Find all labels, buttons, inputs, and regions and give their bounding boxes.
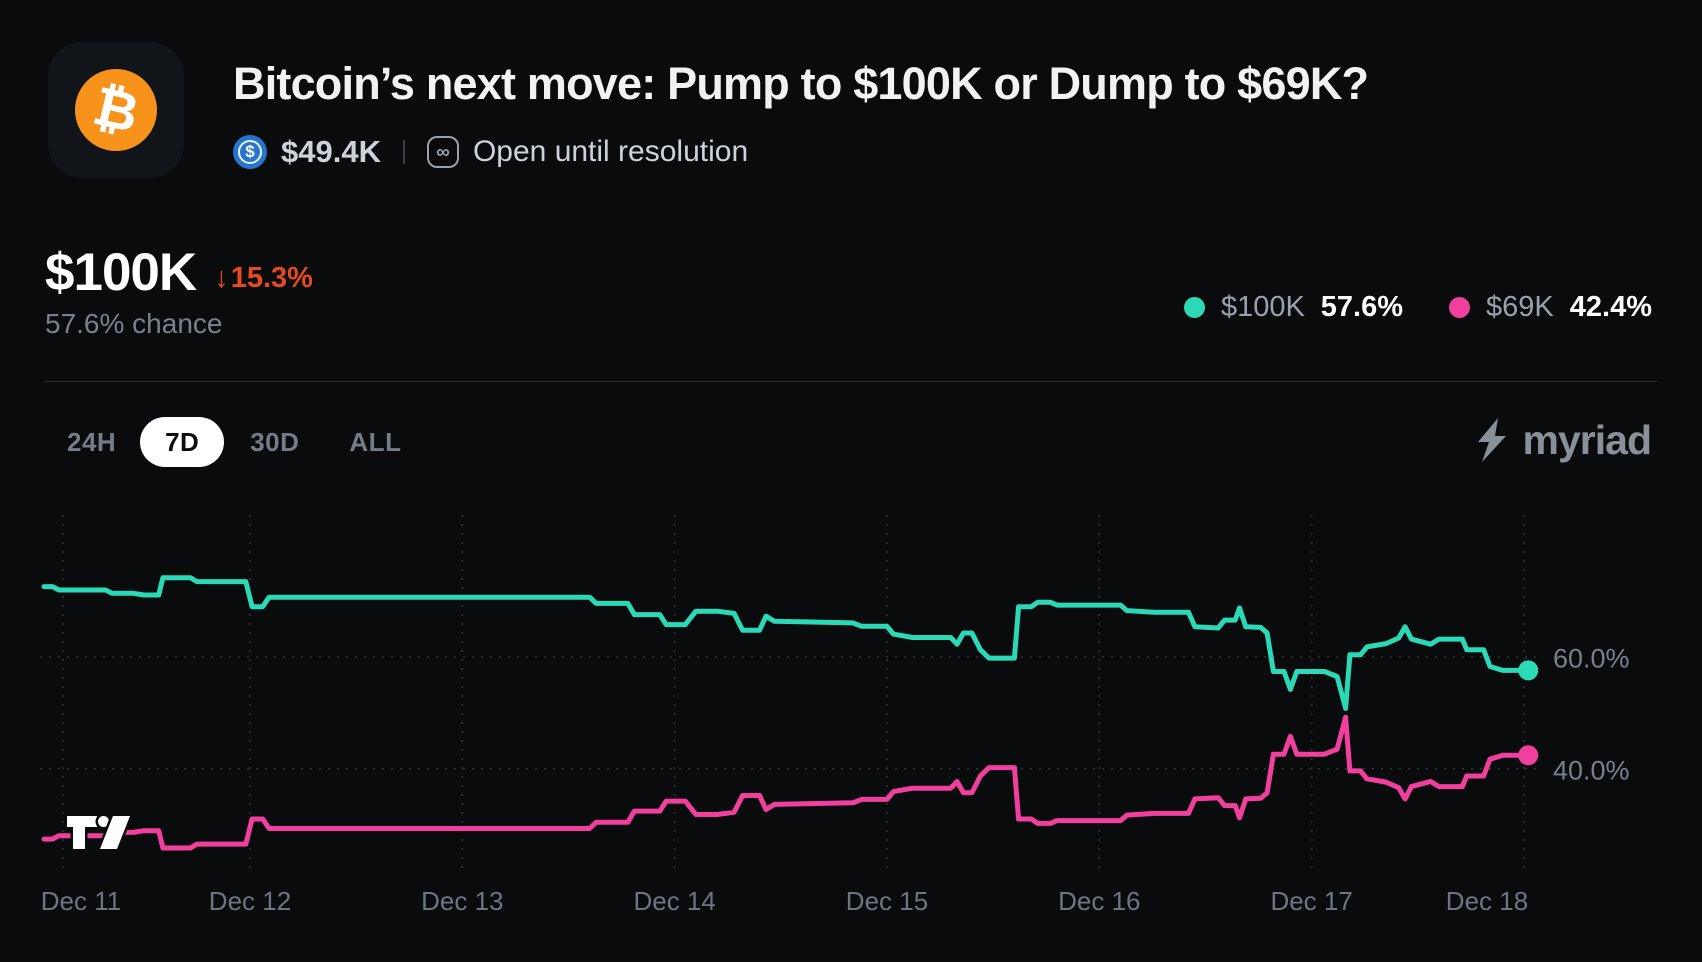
bitcoin-glyph: ₿	[87, 73, 145, 146]
x-axis-label: Dec 11	[40, 886, 122, 916]
timeframe-tabs: 24H 7D 30D ALL	[67, 417, 401, 467]
x-axis-label: Dec 13	[421, 886, 504, 916]
series-line	[41, 575, 1531, 711]
chart-legend: $100K 57.6% $69K 42.4%	[1183, 291, 1652, 324]
legend-value: 42.4%	[1569, 291, 1652, 323]
market-volume: $49.4K	[281, 134, 381, 169]
usdc-dollar-glyph: $	[245, 142, 255, 161]
x-axis-label: Dec 17	[1270, 886, 1353, 916]
usdc-icon: $	[233, 135, 267, 169]
myriad-bolt-icon	[1477, 418, 1506, 462]
tab-all[interactable]: ALL	[349, 426, 402, 457]
y-axis-label: 60.0%	[1553, 643, 1630, 674]
legend-item-69k[interactable]: $69K 42.4%	[1449, 291, 1652, 324]
meta-separator	[402, 140, 405, 164]
selected-outcome-price: $100K	[45, 243, 197, 302]
bitcoin-logo: ₿	[48, 42, 184, 178]
tradingview-logo	[64, 809, 136, 855]
market-title: Bitcoin’s next move: Pump to $100K or Du…	[233, 58, 1369, 109]
legend-dot-teal	[1183, 297, 1205, 318]
market-meta-row: $ $49.4K ∞ Open until resolution	[233, 132, 748, 172]
series-end-marker	[1518, 745, 1539, 766]
myriad-wordmark: myriad	[1522, 416, 1652, 463]
series-line	[41, 714, 1531, 851]
legend-label: $69K	[1486, 291, 1554, 323]
y-axis-label: 40.0%	[1553, 755, 1630, 786]
stat-line: $100K ↓ 15.3%	[45, 246, 313, 299]
x-axis-label: Dec 15	[845, 886, 929, 916]
legend-value: 57.6%	[1320, 291, 1404, 323]
price-change-badge: ↓ 15.3%	[214, 262, 313, 299]
x-axis-label: Dec 14	[633, 886, 716, 916]
link-icon: ∞	[426, 136, 459, 168]
link-glyph: ∞	[436, 141, 450, 163]
x-axis-label: Dec 18	[1445, 886, 1529, 916]
legend-dot-pink	[1449, 297, 1471, 318]
legend-label: $100K	[1220, 291, 1305, 323]
price-change-value: 15.3%	[230, 262, 313, 294]
x-axis-label: Dec 12	[208, 886, 292, 916]
section-divider	[45, 381, 1657, 382]
x-axis: Dec 11 Dec 12 Dec 13 Dec 14 Dec 15 Dec 16 Dec …	[0, 886, 1702, 916]
x-axis-label: Dec 16	[1058, 886, 1141, 916]
legend-item-100k[interactable]: $100K 57.6%	[1183, 291, 1404, 324]
tab-30d[interactable]: 30D	[250, 426, 300, 457]
chance-label: 57.6% chance	[45, 308, 223, 339]
tab-7d[interactable]: 7D	[140, 417, 225, 467]
bitcoin-coin-icon: ₿	[75, 69, 157, 151]
market-status: Open until resolution	[472, 135, 749, 168]
down-arrow-icon: ↓	[214, 262, 229, 294]
myriad-logo: myriad	[1471, 414, 1652, 466]
tab-24h[interactable]: 24H	[67, 426, 117, 457]
series-end-marker	[1518, 660, 1539, 681]
